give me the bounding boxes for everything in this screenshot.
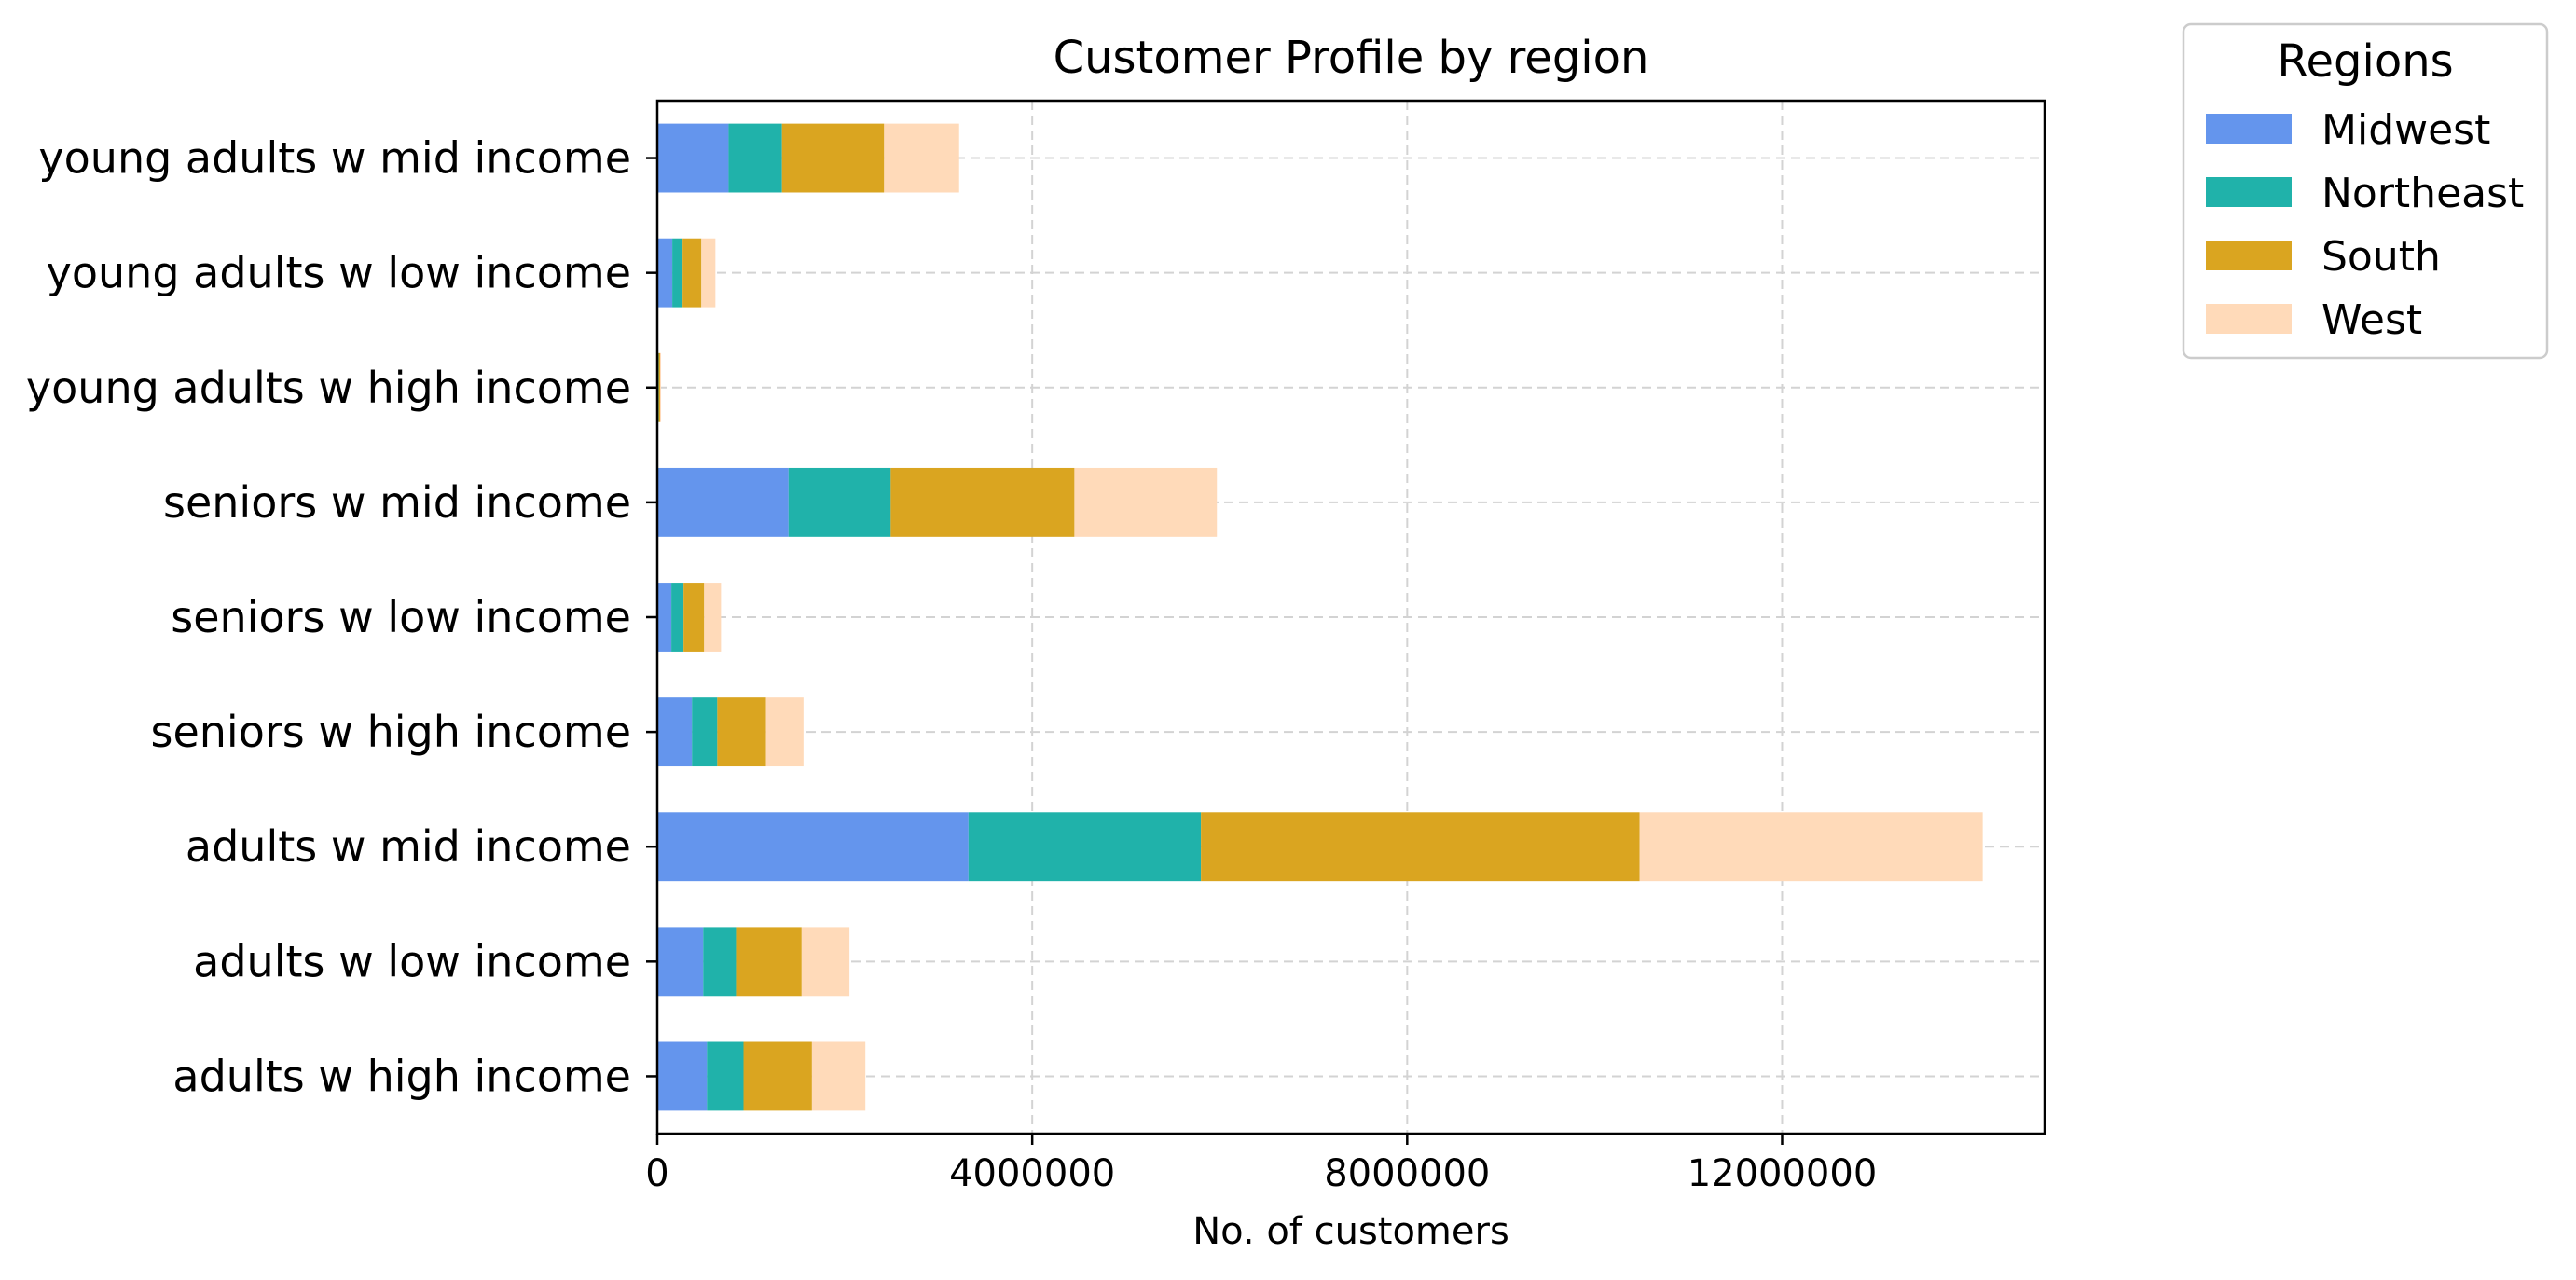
- x-axis: 0 4000000 8000000 12000000: [645, 1134, 1877, 1195]
- category-label: adults w low income: [193, 936, 631, 986]
- bar-midwest-seniors-w-low-income: [657, 583, 672, 652]
- legend-label-west: West: [2321, 296, 2422, 344]
- bar-midwest-young-adults-w-mid-income: [657, 123, 729, 193]
- x-axis-title: No. of customers: [1192, 1210, 1509, 1253]
- bar-northeast-young-adults-w-high-income: [658, 352, 659, 422]
- legend-swatch-midwest: [2206, 114, 2292, 144]
- bars-layer: [657, 123, 1983, 1111]
- x-tick-label: 4000000: [949, 1152, 1115, 1195]
- bar-northeast-adults-w-high-income: [707, 1041, 744, 1111]
- bar-northeast-adults-w-mid-income: [968, 812, 1202, 882]
- legend-title: Regions: [2277, 35, 2453, 88]
- category-label: adults w high income: [172, 1051, 631, 1101]
- bar-midwest-adults-w-mid-income: [657, 812, 969, 882]
- y-axis: adults w high income adults w low income a…: [26, 133, 657, 1101]
- bar-south-adults-w-low-income: [736, 927, 802, 997]
- x-tick-label: 12000000: [1687, 1152, 1878, 1195]
- bar-west-young-adults-w-low-income: [701, 238, 716, 308]
- bar-west-seniors-w-mid-income: [1074, 467, 1218, 537]
- legend: Regions Midwest Northeast South West: [2182, 22, 2549, 360]
- legend-label-northeast: Northeast: [2321, 170, 2524, 217]
- bar-south-young-adults-w-low-income: [682, 238, 702, 308]
- bar-south-young-adults-w-mid-income: [781, 123, 885, 193]
- bar-northeast-seniors-w-low-income: [671, 583, 684, 652]
- chart-title: Customer Profile by region: [1054, 32, 1649, 84]
- bar-midwest-seniors-w-mid-income: [657, 467, 789, 537]
- legend-label-midwest: Midwest: [2321, 106, 2490, 154]
- category-label: seniors w low income: [171, 592, 631, 642]
- category-label: adults w mid income: [186, 821, 631, 872]
- bar-south-young-adults-w-high-income: [658, 352, 661, 422]
- category-label: seniors w mid income: [163, 477, 631, 528]
- category-label: seniors w high income: [151, 707, 631, 757]
- bar-midwest-adults-w-low-income: [657, 927, 704, 997]
- bar-northeast-young-adults-w-mid-income: [728, 123, 782, 193]
- bar-south-seniors-w-mid-income: [890, 467, 1075, 537]
- category-label: young adults w low income: [47, 248, 631, 298]
- legend-label-south: South: [2321, 233, 2441, 281]
- bar-northeast-seniors-w-high-income: [692, 697, 718, 767]
- legend-swatch-west: [2206, 304, 2292, 334]
- bar-west-young-adults-w-high-income: [660, 352, 662, 422]
- bar-midwest-seniors-w-high-income: [657, 697, 693, 767]
- bar-west-adults-w-mid-income: [1639, 812, 1983, 882]
- category-label: young adults w high income: [26, 363, 631, 413]
- legend-swatch-northeast: [2206, 177, 2292, 207]
- bar-west-young-adults-w-mid-income: [884, 123, 959, 193]
- grid-layer: [657, 101, 2045, 1134]
- bar-south-seniors-w-high-income: [717, 697, 766, 767]
- bar-northeast-seniors-w-mid-income: [788, 467, 891, 537]
- x-tick-label: 8000000: [1324, 1152, 1490, 1195]
- bar-midwest-young-adults-w-low-income: [657, 238, 673, 308]
- legend-items: Midwest Northeast South West: [2206, 106, 2524, 344]
- x-tick-label: 0: [645, 1152, 668, 1195]
- bar-west-seniors-w-high-income: [765, 697, 804, 767]
- bar-northeast-young-adults-w-low-income: [672, 238, 683, 308]
- bar-west-adults-w-high-income: [811, 1041, 866, 1111]
- bar-south-seniors-w-low-income: [683, 583, 705, 652]
- legend-box: [2182, 22, 2549, 360]
- category-label: young adults w mid income: [38, 133, 631, 184]
- bar-south-adults-w-mid-income: [1201, 812, 1640, 882]
- bar-west-adults-w-low-income: [801, 927, 850, 997]
- bar-midwest-adults-w-high-income: [657, 1041, 708, 1111]
- bar-south-adults-w-high-income: [743, 1041, 812, 1111]
- bar-northeast-adults-w-low-income: [703, 927, 737, 997]
- bar-west-seniors-w-low-income: [704, 583, 722, 652]
- legend-swatch-south: [2206, 241, 2292, 270]
